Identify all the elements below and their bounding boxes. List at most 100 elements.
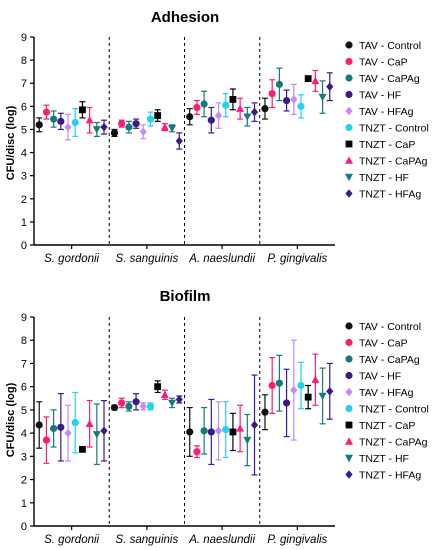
data-point bbox=[125, 402, 133, 411]
legend-label: TNZT - HFAg bbox=[359, 469, 421, 481]
y-tick-label: 4 bbox=[21, 428, 27, 440]
legend-marker bbox=[345, 41, 353, 49]
data-point bbox=[261, 408, 269, 416]
data-point bbox=[268, 90, 276, 98]
data-point bbox=[139, 402, 147, 411]
x-tick-label: S. gordonii bbox=[44, 253, 99, 265]
data-point bbox=[318, 392, 327, 401]
legend-label: TAV - CaPAg bbox=[359, 354, 420, 366]
y-tick-label: 0 bbox=[21, 521, 27, 533]
x-tick-label: P. gingivalis bbox=[267, 534, 327, 546]
data-point bbox=[326, 82, 334, 91]
legend-marker bbox=[345, 189, 353, 198]
legend-label: TAV - Control bbox=[359, 40, 421, 52]
legend: TAV - Control TAV - CaP TAV - CaPAg TAV - H… bbox=[345, 40, 429, 200]
legend-label: TAV - CaPAg bbox=[359, 73, 420, 85]
legend-marker bbox=[345, 156, 353, 164]
y-tick-label: 7 bbox=[21, 358, 27, 370]
legend-label: TNZT - Control bbox=[359, 403, 429, 415]
y-tick-label: 5 bbox=[21, 405, 27, 417]
data-point bbox=[290, 385, 298, 395]
data-point bbox=[57, 117, 65, 125]
data-point bbox=[243, 113, 252, 121]
data-point bbox=[160, 390, 169, 398]
data-point bbox=[85, 116, 94, 124]
data-point bbox=[71, 118, 79, 127]
data-point bbox=[304, 393, 312, 401]
legend-label: TNZT - HF bbox=[359, 453, 409, 465]
y-tick-label: 3 bbox=[21, 451, 27, 463]
data-point bbox=[125, 123, 133, 131]
data-point bbox=[175, 395, 183, 404]
plot-area: 0 1 2 3 4 5 6 7 8 9 S. gordonii S. sanguinis A. naes… bbox=[21, 312, 429, 546]
data-point bbox=[79, 106, 86, 114]
data-point bbox=[154, 383, 162, 391]
data-point bbox=[146, 402, 155, 411]
data-point bbox=[35, 121, 43, 129]
data-point bbox=[85, 419, 94, 428]
y-axis-label: CFU/disc (log) bbox=[5, 105, 17, 180]
data-point bbox=[275, 80, 283, 88]
legend-marker bbox=[345, 338, 353, 347]
data-point bbox=[110, 403, 119, 412]
data-point bbox=[132, 120, 140, 128]
data-point bbox=[243, 436, 252, 445]
data-point bbox=[275, 379, 283, 387]
y-tick-label: 2 bbox=[21, 194, 27, 206]
data-point bbox=[132, 398, 140, 406]
chart-title: Biofilm bbox=[160, 288, 211, 305]
data-point bbox=[42, 436, 51, 444]
legend-marker bbox=[345, 454, 353, 463]
y-tick-label: 4 bbox=[21, 148, 27, 160]
data-point bbox=[200, 100, 208, 108]
y-tick-label: 1 bbox=[21, 498, 27, 510]
y-tick-label: 9 bbox=[21, 32, 27, 44]
data-point bbox=[186, 113, 194, 121]
legend-label: TNZT - CaP bbox=[359, 139, 415, 151]
x-tick-label: A. naeslundii bbox=[188, 253, 255, 265]
data-point bbox=[222, 426, 230, 434]
data-point bbox=[35, 421, 43, 429]
data-point bbox=[282, 399, 291, 407]
y-tick-label: 5 bbox=[21, 124, 27, 136]
y-tick-label: 3 bbox=[21, 171, 27, 183]
x-tick-label: S. sanguinis bbox=[116, 534, 179, 546]
data-point bbox=[311, 375, 320, 383]
legend-marker bbox=[345, 470, 353, 479]
data-point bbox=[318, 93, 327, 102]
legend-marker bbox=[345, 355, 353, 363]
legend-label: TAV - HFAg bbox=[359, 387, 414, 399]
data-point bbox=[79, 445, 86, 453]
y-tick-label: 6 bbox=[21, 382, 27, 394]
data-point bbox=[57, 423, 65, 431]
y-tick-label: 8 bbox=[21, 55, 27, 67]
legend-label: TAV - HFAg bbox=[359, 106, 414, 118]
legend-marker bbox=[345, 140, 353, 148]
legend: TAV - Control TAV - CaP TAV - CaPAg TAV - H… bbox=[345, 321, 429, 481]
data-point bbox=[311, 76, 320, 85]
y-tick-label: 2 bbox=[21, 475, 27, 487]
x-tick-label: P. gingivalis bbox=[267, 253, 327, 265]
y-tick-label: 9 bbox=[21, 312, 27, 324]
data-point bbox=[261, 105, 269, 113]
data-point bbox=[168, 399, 177, 408]
data-point bbox=[154, 112, 162, 119]
x-tick-label: A. naeslundii bbox=[188, 534, 255, 546]
data-point bbox=[297, 381, 305, 390]
legend-label: TNZT - CaPAg bbox=[359, 155, 428, 167]
y-tick-label: 1 bbox=[21, 217, 27, 229]
data-point bbox=[92, 126, 101, 134]
data-point bbox=[100, 122, 108, 132]
legend-marker bbox=[345, 57, 353, 66]
legend-marker bbox=[345, 173, 353, 182]
data-point bbox=[214, 426, 223, 436]
plot-area: 0 1 2 3 4 5 6 7 8 9 S. gordonii S. sanguinis A. naes… bbox=[21, 32, 429, 265]
data-point bbox=[168, 125, 177, 133]
legend-label: TAV - CaP bbox=[359, 337, 408, 349]
data-point bbox=[71, 419, 79, 427]
y-tick-label: 7 bbox=[21, 78, 27, 90]
data-point bbox=[214, 111, 223, 120]
data-point bbox=[236, 104, 245, 112]
data-point bbox=[175, 136, 183, 146]
data-point bbox=[207, 116, 215, 124]
